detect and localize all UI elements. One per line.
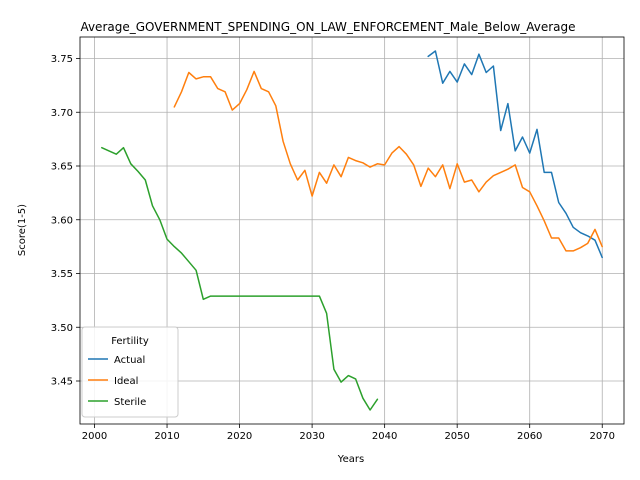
legend: Fertility Actual Ideal Sterile (81, 326, 179, 418)
x-axis-label: Years (337, 454, 364, 465)
legend-entries: Actual Ideal Sterile (88, 355, 146, 408)
x-tick-label: 2070 (590, 431, 615, 442)
x-tick-label: 2030 (299, 431, 324, 442)
series-line-ideal (173, 70, 603, 252)
y-axis-label: Score(1-5) (17, 204, 28, 256)
x-tick-label: 2020 (227, 431, 252, 442)
y-tick-label: 3.50 (51, 323, 73, 334)
y-tick-label: 3.55 (51, 269, 73, 280)
legend-label-sterile: Sterile (114, 397, 146, 408)
x-tick-label: 2010 (154, 431, 179, 442)
y-tick-label: 3.70 (51, 108, 73, 119)
series-lines (101, 50, 603, 411)
x-tick-label: 2040 (372, 431, 397, 442)
legend-label-ideal: Ideal (114, 376, 138, 387)
series-line-sterile (101, 146, 379, 411)
legend-title: Fertility (111, 336, 149, 347)
ticks: 2000 2010 2020 2030 2040 2050 2060 2070 3.45 3.50… (51, 54, 615, 442)
x-tick-label: 2060 (517, 431, 542, 442)
series-line-actual (427, 50, 603, 259)
chart-title: Average_GOVERNMENT_SPENDING_ON_LAW_ENFOR… (80, 20, 575, 34)
y-tick-label: 3.75 (51, 54, 73, 65)
y-tick-label: 3.65 (51, 162, 73, 173)
y-tick-label: 3.60 (51, 215, 73, 226)
legend-box (81, 326, 179, 418)
y-tick-label: 3.45 (51, 377, 73, 388)
x-tick-label: 2050 (444, 431, 469, 442)
x-tick-label: 2000 (82, 431, 107, 442)
legend-label-actual: Actual (114, 355, 145, 366)
plot-frame (79, 36, 625, 425)
